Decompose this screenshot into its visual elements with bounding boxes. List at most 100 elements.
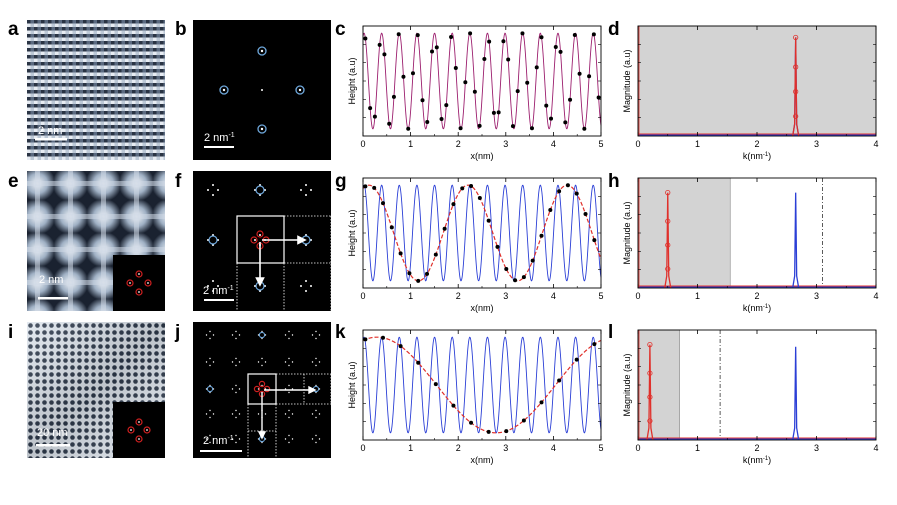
fft-replica-spot (315, 337, 317, 340)
sample-point (558, 49, 563, 54)
panel-letter-g: g (335, 171, 347, 192)
fft-replica-spot (212, 361, 215, 363)
x-tick-label: 1 (408, 443, 413, 453)
sample-point (372, 185, 377, 190)
fft-replica-spot (284, 334, 287, 336)
fft-replica-spot (288, 416, 290, 419)
sample-point (482, 57, 487, 62)
fft-replica-spot (261, 441, 263, 444)
fft-replica-spot (235, 391, 237, 394)
sample-point (486, 429, 491, 434)
fft-replica-spot (261, 337, 263, 340)
sample-point (568, 97, 573, 102)
fft-replica-spot (288, 434, 290, 437)
sample-point (577, 71, 582, 76)
scale-label-i: 20 nm (37, 427, 68, 439)
fft-replica-spot (318, 413, 321, 415)
sample-point (368, 106, 373, 111)
sample-point (416, 360, 421, 365)
fft-replica-spot (288, 337, 290, 340)
sample-point (592, 342, 597, 347)
fft-replica-spot (209, 441, 211, 444)
x-tick-label: 3 (814, 443, 819, 453)
analysis-band-shade (637, 329, 680, 441)
lattice-image-a: 2 nm (27, 20, 165, 160)
fft-replica-spot (209, 337, 211, 340)
panel-letter-f: f (175, 171, 182, 192)
fft-replica-spot (259, 234, 261, 236)
fft-replica-spot (291, 334, 294, 336)
fft-replica-spot (288, 384, 290, 387)
fft-replica-spot (212, 290, 214, 292)
x-tick-label: 0 (635, 291, 640, 301)
panel-letter-j: j (175, 322, 181, 343)
x-axis-label: x(nm) (471, 455, 494, 465)
fft-replica-spot (209, 364, 211, 367)
fft-replica-spot (318, 438, 321, 440)
fft-replica-spot (264, 334, 267, 336)
scale-bar (36, 444, 70, 447)
panel-letter-e: e (8, 171, 19, 192)
fft-replica-spot (311, 361, 314, 363)
fft-spots-b (219, 46, 305, 134)
fft-replica-spot (238, 361, 241, 363)
fft-replica-spot (207, 189, 209, 191)
x-tick-label: 5 (598, 291, 603, 301)
sample-point (544, 103, 549, 108)
fft-replica-spot (217, 189, 219, 191)
sample-point (442, 226, 447, 231)
sample-point (451, 202, 456, 207)
fft-replica-spot (212, 280, 214, 282)
fft-replica-spot (238, 438, 241, 440)
fft-replica-spot (305, 194, 307, 196)
sample-point (515, 89, 520, 94)
fft-replica-spot (238, 413, 241, 415)
fft-replica-spot (288, 441, 290, 444)
height-profile-chart-k: 0 1 2 3 4 5 x(nm) Height (a.u) (347, 329, 604, 465)
fft-inset-i (113, 402, 165, 458)
fft-replica-spot (315, 364, 317, 367)
x-tick-label: 5 (598, 443, 603, 453)
sample-point (387, 121, 392, 126)
sample-point (591, 32, 596, 37)
fft-replica-spot (212, 184, 214, 186)
peak-marker (793, 89, 799, 95)
fft-replica-spot (209, 391, 211, 394)
fft-replica-spot (207, 285, 209, 287)
fft-replica-spot (261, 330, 263, 333)
x-tick-label: 1 (695, 443, 700, 453)
spectrum-peak (792, 346, 800, 441)
fft-replica-spot (300, 189, 302, 191)
fft-replica-spots-j (205, 330, 321, 444)
fft-inset-e (113, 255, 165, 311)
sample-point (372, 114, 377, 119)
fft-replica-spot (284, 438, 287, 440)
fft-replica-spot (254, 239, 256, 241)
x-tick-label: 4 (551, 139, 556, 149)
x-tick-label: 3 (814, 139, 819, 149)
sample-point (458, 126, 463, 131)
x-tick-label: 1 (408, 291, 413, 301)
sample-point (583, 212, 588, 217)
fft-replica-spot (209, 434, 211, 437)
peak-marker (665, 242, 671, 248)
fft-replica-spot (315, 330, 317, 333)
fft-replica-spot (318, 388, 321, 390)
sample-point (391, 94, 396, 99)
fft-replica-spot (235, 416, 237, 419)
sample-point (539, 233, 544, 238)
fft-replica-spot (315, 357, 317, 360)
fft-image-b: 2 nm-1 (193, 20, 331, 160)
fft-replica-spot (261, 357, 263, 360)
y-axis-label: Height (a.u) (347, 57, 357, 104)
sample-point (587, 74, 592, 79)
fft-replica-spot (288, 330, 290, 333)
sample-point (460, 186, 465, 191)
spectrum-peak (792, 37, 800, 137)
fft-replica-spot (305, 290, 307, 292)
fft-replica-spot (205, 361, 208, 363)
fft-replica-spot (209, 416, 211, 419)
sample-point (574, 357, 579, 362)
fft-replica-spot (264, 361, 267, 363)
sample-point (574, 191, 579, 196)
